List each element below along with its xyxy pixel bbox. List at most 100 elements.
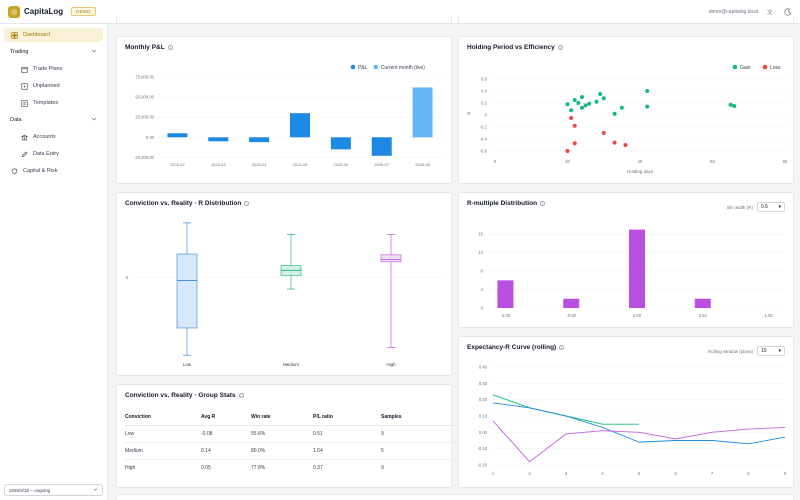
card-title: R-multiple Distribution	[467, 200, 538, 207]
y-tick-label: 0	[485, 113, 488, 118]
shield-icon	[10, 167, 18, 175]
series-line	[492, 402, 786, 445]
sidebar-section-data[interactable]: Data	[4, 113, 103, 127]
card-sliver-left	[116, 16, 452, 24]
language-icon[interactable]: 文	[766, 7, 775, 16]
scatter-point	[619, 105, 624, 110]
x-tick-label: 0.50	[699, 313, 708, 318]
column-header: Avg R	[201, 409, 251, 426]
column-header: Conviction	[125, 409, 201, 426]
x-tick-label: 0	[494, 159, 497, 164]
bar	[330, 137, 351, 150]
scatter-point	[576, 101, 581, 105]
x-axis-label: Holding days	[627, 169, 654, 174]
y-tick-label: 16	[478, 232, 483, 237]
x-tick-label: High	[386, 362, 396, 367]
sidebar-item-accounts[interactable]: Accounts	[4, 130, 103, 144]
chevron-down-icon: ▾	[778, 204, 781, 210]
info-icon[interactable]: i	[238, 393, 244, 398]
bar	[249, 137, 270, 143]
date-range-select[interactable]: 2026/2/16 ~ ongoing	[4, 484, 103, 496]
y-tick-label: 25,000.00	[135, 115, 154, 120]
legend-marker	[373, 64, 379, 70]
bin-width-label: Bin width (R)	[727, 204, 753, 210]
scatter-point	[572, 141, 577, 146]
rolling-window-input[interactable]: 10 ▾	[757, 346, 785, 356]
cell: -0.08	[201, 425, 251, 443]
calendar-icon	[20, 65, 28, 73]
x-tick-label: 5	[638, 471, 641, 476]
user-email[interactable]: demo@capitalog.local	[708, 8, 758, 15]
bin-width-control: Bin width (R) 0.5 ▾	[727, 202, 785, 212]
svg-text:文: 文	[767, 8, 773, 16]
info-icon[interactable]: i	[540, 201, 546, 206]
y-tick-label: 0.10	[479, 414, 488, 419]
bar	[563, 298, 580, 308]
info-icon[interactable]: i	[244, 201, 250, 206]
chevron-down-icon: ▾	[778, 348, 781, 354]
x-tick-label: 9	[784, 471, 787, 476]
sidebar-item-dashboard[interactable]: Dashboard	[4, 28, 103, 42]
cell: High	[125, 464, 136, 471]
expectancy-line-chart: 0.40 0.30 0.20 0.10 0.00 -0.10 -0.20 1 2 3 4 5 6 7 8 9	[477, 365, 787, 477]
legend-marker	[762, 64, 768, 70]
x-tick-label: 80	[783, 159, 788, 164]
scatter-point	[601, 96, 606, 101]
x-tick-label: 2026-04	[252, 162, 267, 167]
sidebar-item-templates[interactable]: Templates	[4, 96, 103, 110]
moon-icon[interactable]	[783, 7, 792, 16]
r-multiple-chart: 16 12 8 4 0 -1.00 -0.50 0.00 0.50 1.00	[478, 229, 785, 318]
holding-scatter-chart: 0.6 0.4 0.2 0 -0.2 -0.4 -0.6 0 20 40 60 80 Holding d…	[467, 64, 788, 174]
card-title: Conviction vs. Reality · R Distribution	[125, 200, 242, 207]
info-icon[interactable]: i	[559, 345, 565, 350]
bar	[371, 137, 392, 156]
sidebar-item-unplanned[interactable]: Unplanned	[4, 79, 103, 93]
app-name: CapitaLog	[24, 7, 64, 16]
scatter-point	[623, 143, 628, 147]
y-tick-label: 75,000.00	[135, 75, 154, 80]
x-tick-label: 20	[565, 159, 570, 164]
rolling-window-label: Rolling window (plans)	[707, 348, 753, 354]
y-tick-label: -0.10	[477, 446, 487, 451]
group-stats-table: Conviction Avg R Win rate P/L ratio Samp…	[125, 409, 457, 476]
y-tick-label: 12	[478, 250, 483, 255]
y-tick-label: -0.20	[477, 463, 487, 468]
scatter-point	[645, 89, 650, 93]
expectancy-card: Expectancy-R Curve (rolling) i Rolling wi…	[458, 336, 794, 488]
x-tick-label: 40	[638, 159, 643, 164]
y-tick-label: 0.30	[479, 381, 488, 386]
y-tick-label: 0	[481, 306, 484, 311]
conviction-box-chart: 0 Low Medium High	[126, 222, 443, 367]
card-title: Monthly P&L	[125, 44, 165, 51]
cell: 0.05	[201, 464, 211, 471]
x-tick-label: 3	[565, 471, 568, 476]
bolt-icon	[20, 82, 28, 90]
scatter-point	[569, 116, 574, 120]
sidebar-section-trading[interactable]: Trading	[4, 45, 103, 59]
y-tick-label: -25,000.00	[134, 155, 155, 160]
info-icon[interactable]: i	[557, 45, 563, 50]
sidebar-item-capital-risk[interactable]: Capital & Risk	[4, 164, 103, 178]
cell: 0.37	[313, 464, 323, 471]
info-icon[interactable]: i	[167, 45, 173, 50]
table-row: Low -0.08 55.6% 0.51 9	[125, 425, 457, 443]
legend-marker	[350, 64, 356, 70]
y-tick-label: 0.00	[146, 135, 155, 140]
sidebar-item-data-entry[interactable]: Data Entry	[4, 147, 103, 161]
scatter-point	[612, 111, 617, 116]
column-header: Samples	[381, 409, 457, 426]
x-tick-label: 2026-08	[415, 162, 430, 167]
y-tick-label: 0.4	[481, 89, 487, 94]
x-tick-label: 2026-02	[170, 162, 185, 167]
sidebar-item-trade-plans[interactable]: Trade Plans	[4, 62, 103, 76]
x-tick-label: 0.00	[633, 313, 642, 318]
scatter-point	[580, 105, 584, 110]
bin-width-input[interactable]: 0.5 ▾	[757, 202, 785, 212]
r-multiple-card: R-multiple Distribution i Bin width (R) 0…	[458, 192, 794, 328]
section-label: Trading	[10, 49, 29, 55]
bar	[497, 280, 514, 308]
sidebar-item-label: Templates	[33, 100, 59, 106]
x-tick-label: -1.00	[501, 313, 511, 318]
x-tick-label: 2026-06	[334, 162, 349, 167]
coin-icon: ◎	[8, 5, 20, 18]
